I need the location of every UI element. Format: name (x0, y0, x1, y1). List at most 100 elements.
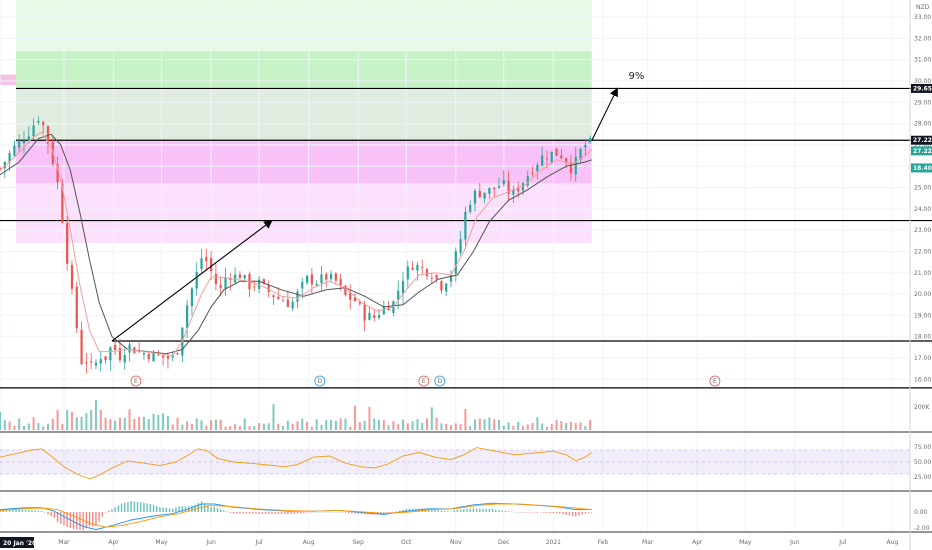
trend-arrows[interactable] (111, 87, 618, 342)
time-tick-label: Aug (887, 539, 899, 546)
volume-bar (354, 405, 357, 430)
event-marker[interactable]: E (709, 375, 721, 387)
moving-averages (0, 131, 593, 357)
volume-bar (421, 422, 424, 430)
macd-histogram-bar (197, 503, 200, 512)
volume-bar (531, 423, 534, 430)
volume-bar (392, 421, 395, 430)
macd-histogram-bar (514, 512, 516, 513)
macd-histogram-bar (72, 512, 75, 529)
candle-body (536, 164, 539, 172)
volume-bar (445, 423, 448, 430)
candle-body (224, 277, 227, 289)
candle-body (430, 277, 433, 279)
macd-histogram-bar (251, 512, 254, 514)
candle-body (171, 355, 174, 358)
candle-body (281, 300, 285, 302)
macd-histogram-bar (120, 503, 123, 512)
macd-histogram-bar (443, 510, 446, 512)
macd-histogram-bar (309, 512, 311, 513)
macd-histogram-bar (479, 508, 481, 512)
candle-body (277, 296, 280, 299)
volume-bar (291, 423, 294, 430)
candle-body (18, 140, 21, 148)
event-marker[interactable]: E (418, 375, 430, 387)
time-tick-label: Mar (642, 539, 654, 546)
time-tick-label: Aug (303, 539, 315, 546)
volume-bar (181, 424, 184, 430)
volume-bar (157, 414, 160, 430)
candle-body (368, 312, 371, 320)
macd-histogram-bar (220, 509, 222, 512)
candle-body (502, 180, 505, 185)
macd-histogram-bar (338, 512, 340, 513)
macd-histogram-bar (261, 512, 263, 514)
volume-bar (301, 418, 304, 430)
volume-bar (555, 419, 558, 430)
macd-histogram-bar (146, 503, 148, 512)
time-tick-label: May (155, 539, 168, 546)
candle-body (526, 176, 529, 186)
candle-body (565, 158, 568, 163)
trend-arrow[interactable] (591, 87, 618, 141)
macd-histogram-bar (287, 512, 289, 515)
macd-histogram-bar (140, 502, 142, 512)
candle-body (32, 125, 35, 137)
volume-bar (85, 413, 88, 430)
candle-body (152, 351, 155, 362)
candle-body (190, 288, 194, 306)
macd-histogram-bar (210, 507, 212, 512)
macd-histogram-bar (108, 510, 110, 512)
candle-body (37, 121, 40, 123)
volume-bar (142, 416, 145, 430)
time-tick-label: Apr (692, 539, 703, 546)
candle-body (114, 344, 117, 351)
macd-histogram-bar (232, 512, 235, 514)
currency-label: NZD (916, 4, 930, 11)
candle-body (286, 299, 289, 307)
macd-histogram-bar (431, 509, 433, 512)
macd-histogram-bar (66, 512, 68, 527)
macd-histogram-bar (533, 512, 535, 513)
macd-histogram-bar (437, 510, 439, 512)
macd-histogram-bar (76, 512, 78, 530)
macd-histogram-bar (341, 512, 343, 513)
macd-histogram-bar (463, 509, 465, 512)
macd-histogram-bar (53, 512, 56, 518)
time-axis[interactable]: Mar Apr May Jun Jul Aug Sep Oct Nov Dec 2021 Feb Mar… (0, 537, 898, 548)
date-badge (0, 537, 34, 548)
price-axis[interactable]: 16.00 17.00 18.00 19.00 20.00 21.00 22.00 23.00… (909, 0, 931, 550)
candle-body (200, 258, 203, 270)
horizontal-levels[interactable] (0, 87, 932, 389)
candle-body (497, 186, 501, 188)
event-marker[interactable]: D (314, 375, 326, 387)
candle-body (195, 271, 198, 289)
trend-arrow[interactable] (111, 219, 273, 342)
time-tick-label: Apr (108, 539, 119, 546)
event-marker[interactable]: D (434, 375, 446, 387)
rsi-pane: 25.00 50.00 75.00 (0, 444, 931, 481)
macd-histogram-bar (319, 512, 321, 513)
volume-bar (61, 423, 64, 430)
macd-histogram-bar (571, 512, 574, 516)
volume-bar (8, 421, 11, 430)
volume-bar (339, 418, 342, 430)
zone-gray (15, 87, 592, 141)
volume-bar (488, 417, 491, 430)
candle-body (310, 274, 313, 285)
price-label-text: 29.65 (913, 85, 932, 92)
macd-histogram-bar (34, 510, 36, 512)
event-circle (130, 375, 142, 387)
time-tick-label: Jul (838, 539, 847, 546)
volume-bar (229, 426, 232, 430)
volume-bar (282, 425, 285, 430)
candle-body (272, 295, 275, 298)
candle-body (166, 356, 170, 359)
macd-histogram-bar (331, 512, 334, 513)
volume-bar (214, 419, 217, 430)
event-marker[interactable]: E (130, 375, 142, 387)
volume-bar (243, 418, 246, 430)
